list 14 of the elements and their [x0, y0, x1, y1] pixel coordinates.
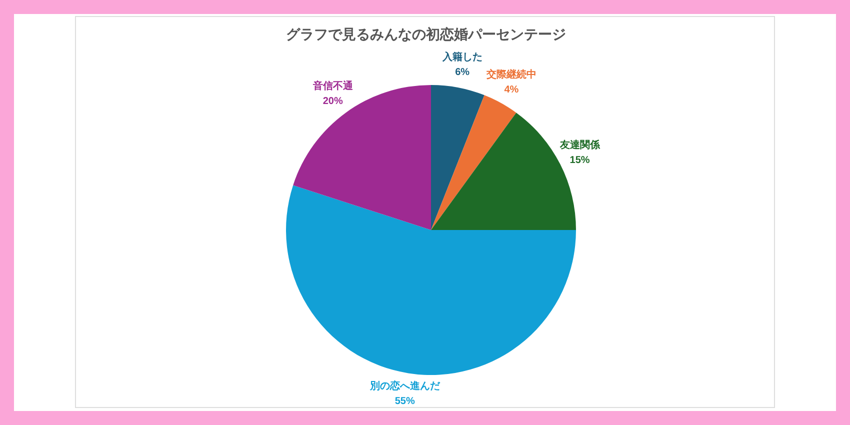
- slice-label: 友達関係: [558, 139, 601, 152]
- slice-label: 交際継続中: [485, 68, 536, 81]
- data-label: 6%: [455, 66, 470, 78]
- data-label: 15%: [570, 155, 590, 166]
- data-label: 20%: [322, 96, 343, 107]
- pie-slice: [286, 185, 576, 375]
- pie-slice: [431, 85, 484, 230]
- data-label: 55%: [394, 396, 415, 407]
- pie-slice: [431, 95, 516, 230]
- data-label: 4%: [504, 84, 519, 96]
- slice-label: 別の恋へ進んだ: [368, 380, 441, 392]
- slice-label: 音信不通: [312, 80, 354, 92]
- chart-title: グラフで見るみんなの初恋婚パーセンテージ: [286, 26, 566, 42]
- slice-label: 入籍した: [441, 50, 482, 63]
